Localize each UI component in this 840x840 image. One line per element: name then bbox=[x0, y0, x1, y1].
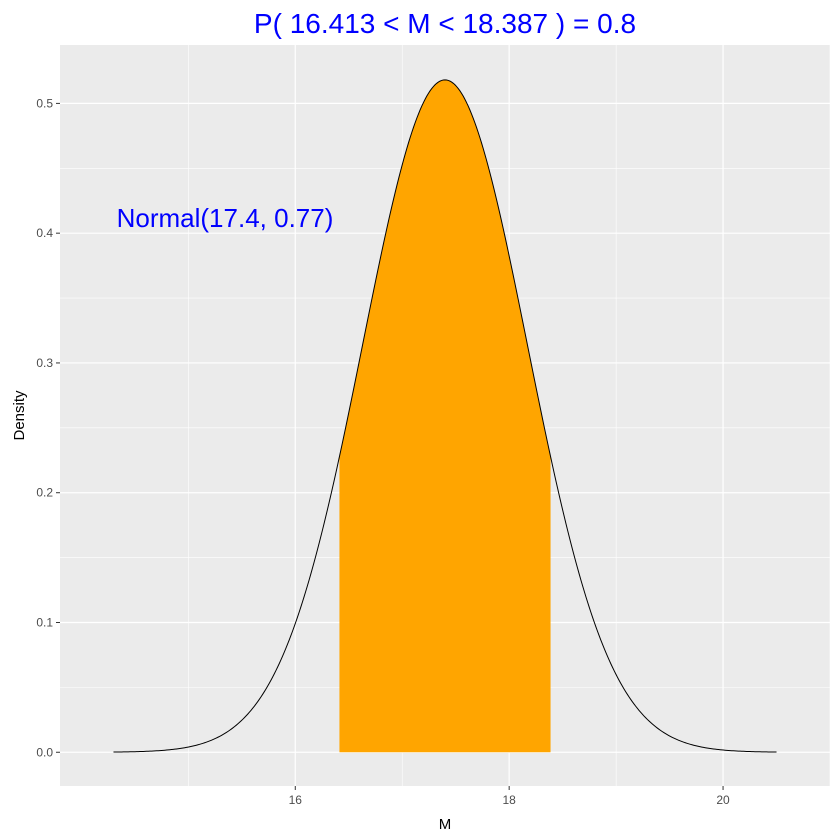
x-tick-label: 20 bbox=[716, 793, 730, 807]
y-axis-ticks: 0.0 0.1 0.2 0.3 0.4 0.5 bbox=[36, 96, 60, 759]
x-axis-title: M bbox=[439, 816, 452, 833]
plot-title: P( 16.413 < M < 18.387 ) = 0.8 bbox=[254, 8, 636, 39]
y-axis-title: Density bbox=[11, 390, 28, 441]
y-tick-label: 0.1 bbox=[36, 615, 53, 629]
y-tick-label: 0.2 bbox=[36, 486, 53, 500]
y-tick-label: 0.4 bbox=[36, 226, 53, 240]
density-curve bbox=[113, 79, 777, 753]
shaded-probability-area bbox=[339, 79, 551, 753]
x-axis-ticks: 16 18 20 bbox=[289, 786, 730, 807]
x-tick-label: 18 bbox=[502, 793, 516, 807]
x-tick-label: 16 bbox=[289, 793, 303, 807]
y-tick-label: 0.3 bbox=[36, 356, 53, 370]
y-tick-label: 0.5 bbox=[36, 96, 53, 110]
distribution-annotation: Normal(17.4, 0.77) bbox=[117, 203, 334, 233]
y-tick-label: 0.0 bbox=[36, 745, 53, 759]
